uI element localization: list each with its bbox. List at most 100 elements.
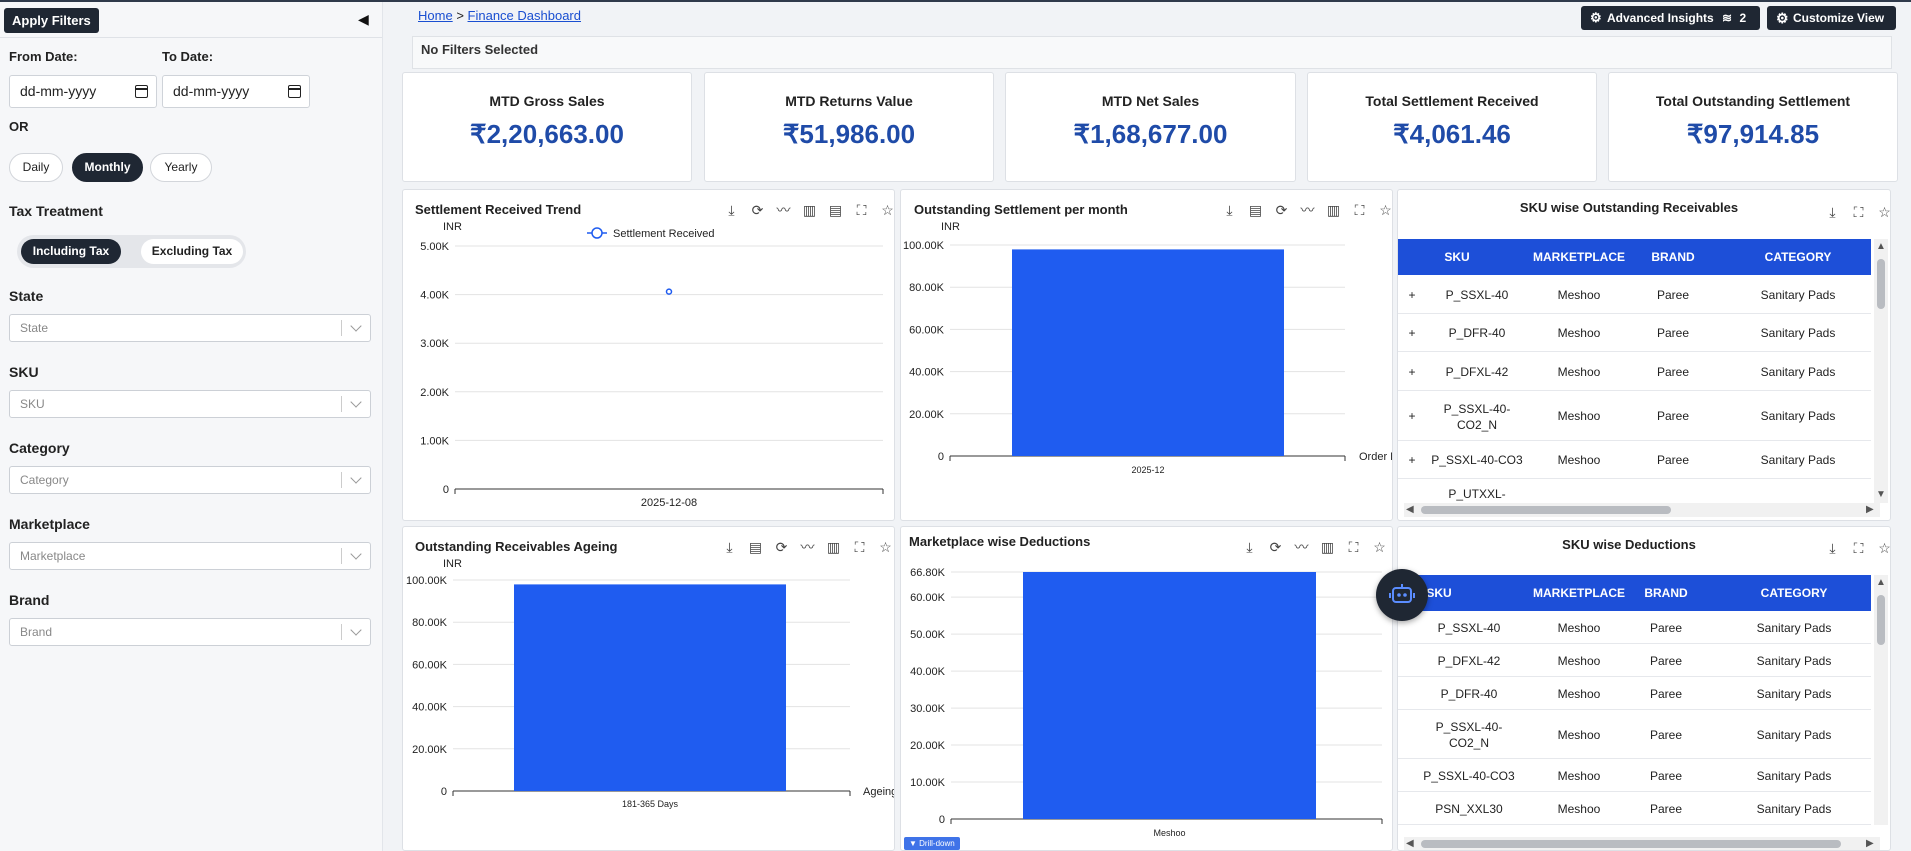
star-icon[interactable]: ☆ (1878, 204, 1891, 220)
drill-down-badge[interactable]: ▼ Drill-down (904, 837, 960, 850)
refresh-icon[interactable]: ⟳ (1269, 539, 1282, 555)
chart-toolbar: ⤓ ⟳ 〰 ▥ ⛶ ☆ (1241, 539, 1388, 556)
scroll-thumb[interactable] (1421, 840, 1841, 848)
document-icon[interactable]: ▤ (828, 202, 843, 218)
expand-row-icon[interactable]: + (1408, 326, 1416, 340)
bar-chart-icon[interactable]: ▥ (826, 539, 841, 555)
marketplace-select[interactable]: Marketplace (9, 542, 371, 570)
marketplace-placeholder: Marketplace (20, 549, 86, 563)
period-yearly[interactable]: Yearly (150, 153, 212, 182)
cell-category: Sanitary Pads (1756, 654, 1832, 668)
scroll-thumb[interactable] (1421, 506, 1671, 514)
download-icon[interactable]: ⤓ (728, 202, 735, 218)
collapse-sidebar-icon[interactable]: ◀ (358, 11, 369, 27)
excluding-tax-option[interactable]: Excluding Tax (141, 239, 243, 264)
from-date-input[interactable]: dd-mm-yyyy (9, 75, 157, 108)
scroll-left-icon[interactable]: ◀ (1406, 838, 1414, 849)
horizontal-scrollbar[interactable]: ◀ ▶ (1404, 837, 1880, 850)
breadcrumb-current-link[interactable]: Finance Dashboard (467, 8, 581, 23)
scroll-thumb[interactable] (1877, 595, 1885, 645)
download-icon[interactable]: ⤓ (1829, 204, 1836, 220)
scroll-up-icon[interactable]: ▲ (1876, 577, 1886, 588)
kpi-title: MTD Returns Value (785, 93, 913, 109)
sku-select[interactable]: SKU (9, 390, 371, 418)
column-header-marketplace[interactable]: MARKETPLACE (1533, 586, 1625, 600)
table-row[interactable]: + P_SSXL-40-CO3 Meshoo Paree Sanitary Pa… (1398, 441, 1871, 479)
expand-icon[interactable]: ⛶ (856, 202, 867, 218)
expand-icon[interactable]: ⛶ (854, 539, 865, 555)
table-row[interactable]: P_DFXL-42 Meshoo Paree Sanitary Pads (1398, 644, 1871, 677)
table-row[interactable]: P_UTXXL-30- (1398, 479, 1871, 503)
document-icon[interactable]: ▤ (1248, 202, 1263, 218)
download-icon[interactable]: ⤓ (1226, 202, 1233, 218)
line-chart-icon[interactable]: 〰 (1300, 202, 1315, 218)
table-row[interactable]: + P_DFXL-42 Meshoo Paree Sanitary Pads (1398, 352, 1871, 391)
expand-row-icon[interactable]: + (1408, 409, 1416, 423)
star-icon[interactable]: ☆ (1878, 540, 1891, 556)
advanced-insights-button[interactable]: ⚙ Advanced Insights ≋ 2 (1581, 6, 1760, 30)
scroll-down-icon[interactable]: ▼ (1876, 489, 1886, 500)
calendar-icon[interactable] (288, 85, 301, 98)
refresh-icon[interactable]: ⟳ (1275, 202, 1288, 218)
table-row[interactable]: + P_SSXL-40 Meshoo Paree Sanitary Pads (1398, 276, 1871, 314)
table-row[interactable]: P_DFR-40 Meshoo Paree Sanitary Pads (1398, 677, 1871, 710)
scroll-right-icon[interactable]: ▶ (1866, 838, 1874, 849)
star-icon[interactable]: ☆ (1373, 539, 1386, 555)
star-icon[interactable]: ☆ (1379, 202, 1392, 218)
period-monthly[interactable]: Monthly (72, 153, 143, 182)
expand-row-icon[interactable]: + (1408, 453, 1416, 467)
document-icon[interactable]: ▤ (748, 539, 763, 555)
column-header-category[interactable]: CATEGORY (1760, 586, 1828, 600)
brand-select[interactable]: Brand (9, 618, 371, 646)
expand-row-icon[interactable]: + (1408, 365, 1416, 379)
scroll-right-icon[interactable]: ▶ (1866, 504, 1874, 515)
column-header-sku[interactable]: SKU (1426, 586, 1452, 600)
kpi-value: ₹1,68,677.00 (1073, 119, 1228, 149)
refresh-icon[interactable]: ⟳ (775, 539, 788, 555)
download-icon[interactable]: ⤓ (726, 539, 733, 555)
expand-icon[interactable]: ⛶ (1348, 539, 1359, 555)
expand-icon[interactable]: ⛶ (1354, 202, 1365, 218)
to-date-input[interactable]: dd-mm-yyyy (162, 75, 310, 108)
horizontal-scrollbar[interactable]: ◀ ▶ (1404, 503, 1880, 517)
calendar-icon[interactable] (135, 85, 148, 98)
vertical-scrollbar[interactable]: ▲ (1874, 575, 1888, 825)
expand-icon[interactable]: ⛶ (1853, 540, 1864, 556)
category-select[interactable]: Category (9, 466, 371, 494)
table-row[interactable]: PSN_XXL30 Meshoo Paree Sanitary Pads (1398, 792, 1871, 825)
customize-view-button[interactable]: ⚙ Customize View (1767, 6, 1896, 30)
table-row[interactable]: + P_SSXL-40-CO2_N Meshoo Paree Sanitary … (1398, 391, 1871, 441)
scroll-up-icon[interactable]: ▲ (1876, 241, 1886, 252)
apply-filters-button[interactable]: Apply Filters (4, 8, 99, 33)
column-header-brand[interactable]: BRAND (1651, 250, 1695, 264)
table-row[interactable]: + P_DFR-40 Meshoo Paree Sanitary Pads (1398, 314, 1871, 352)
vertical-scrollbar[interactable]: ▲ ▼ (1874, 239, 1888, 503)
download-icon[interactable]: ⤓ (1246, 539, 1253, 555)
scroll-thumb[interactable] (1877, 259, 1885, 309)
expand-icon[interactable]: ⛶ (1853, 204, 1864, 220)
star-icon[interactable]: ☆ (879, 539, 892, 555)
scroll-left-icon[interactable]: ◀ (1406, 504, 1414, 515)
column-header-marketplace[interactable]: MARKETPLACE (1533, 250, 1625, 264)
table-row[interactable]: P_SSXL-40-CO2_N Meshoo Paree Sanitary Pa… (1398, 710, 1871, 759)
line-chart-icon[interactable]: 〰 (776, 202, 791, 218)
star-icon[interactable]: ☆ (881, 202, 894, 218)
expand-row-icon[interactable]: + (1408, 288, 1416, 302)
chatbot-button[interactable] (1376, 569, 1428, 621)
download-icon[interactable]: ⤓ (1829, 540, 1836, 556)
period-daily[interactable]: Daily (9, 153, 63, 182)
table-row[interactable]: P_SSXL-40-CO3 Meshoo Paree Sanitary Pads (1398, 759, 1871, 792)
breadcrumb-home-link[interactable]: Home (418, 8, 453, 23)
column-header-brand[interactable]: BRAND (1644, 586, 1688, 600)
state-select[interactable]: State (9, 314, 371, 342)
refresh-icon[interactable]: ⟳ (751, 202, 764, 218)
including-tax-option[interactable]: Including Tax (21, 239, 121, 264)
column-header-sku[interactable]: SKU (1444, 250, 1470, 264)
bar-chart-icon[interactable]: ▥ (1326, 202, 1341, 218)
table-row[interactable]: P_SSXL-40 Meshoo Paree Sanitary Pads (1398, 611, 1871, 644)
line-chart-icon[interactable]: 〰 (800, 539, 815, 555)
bar-chart-icon[interactable]: ▥ (1320, 539, 1335, 555)
column-header-category[interactable]: CATEGORY (1764, 250, 1832, 264)
bar-chart-icon[interactable]: ▥ (802, 202, 817, 218)
line-chart-icon[interactable]: 〰 (1294, 539, 1309, 555)
